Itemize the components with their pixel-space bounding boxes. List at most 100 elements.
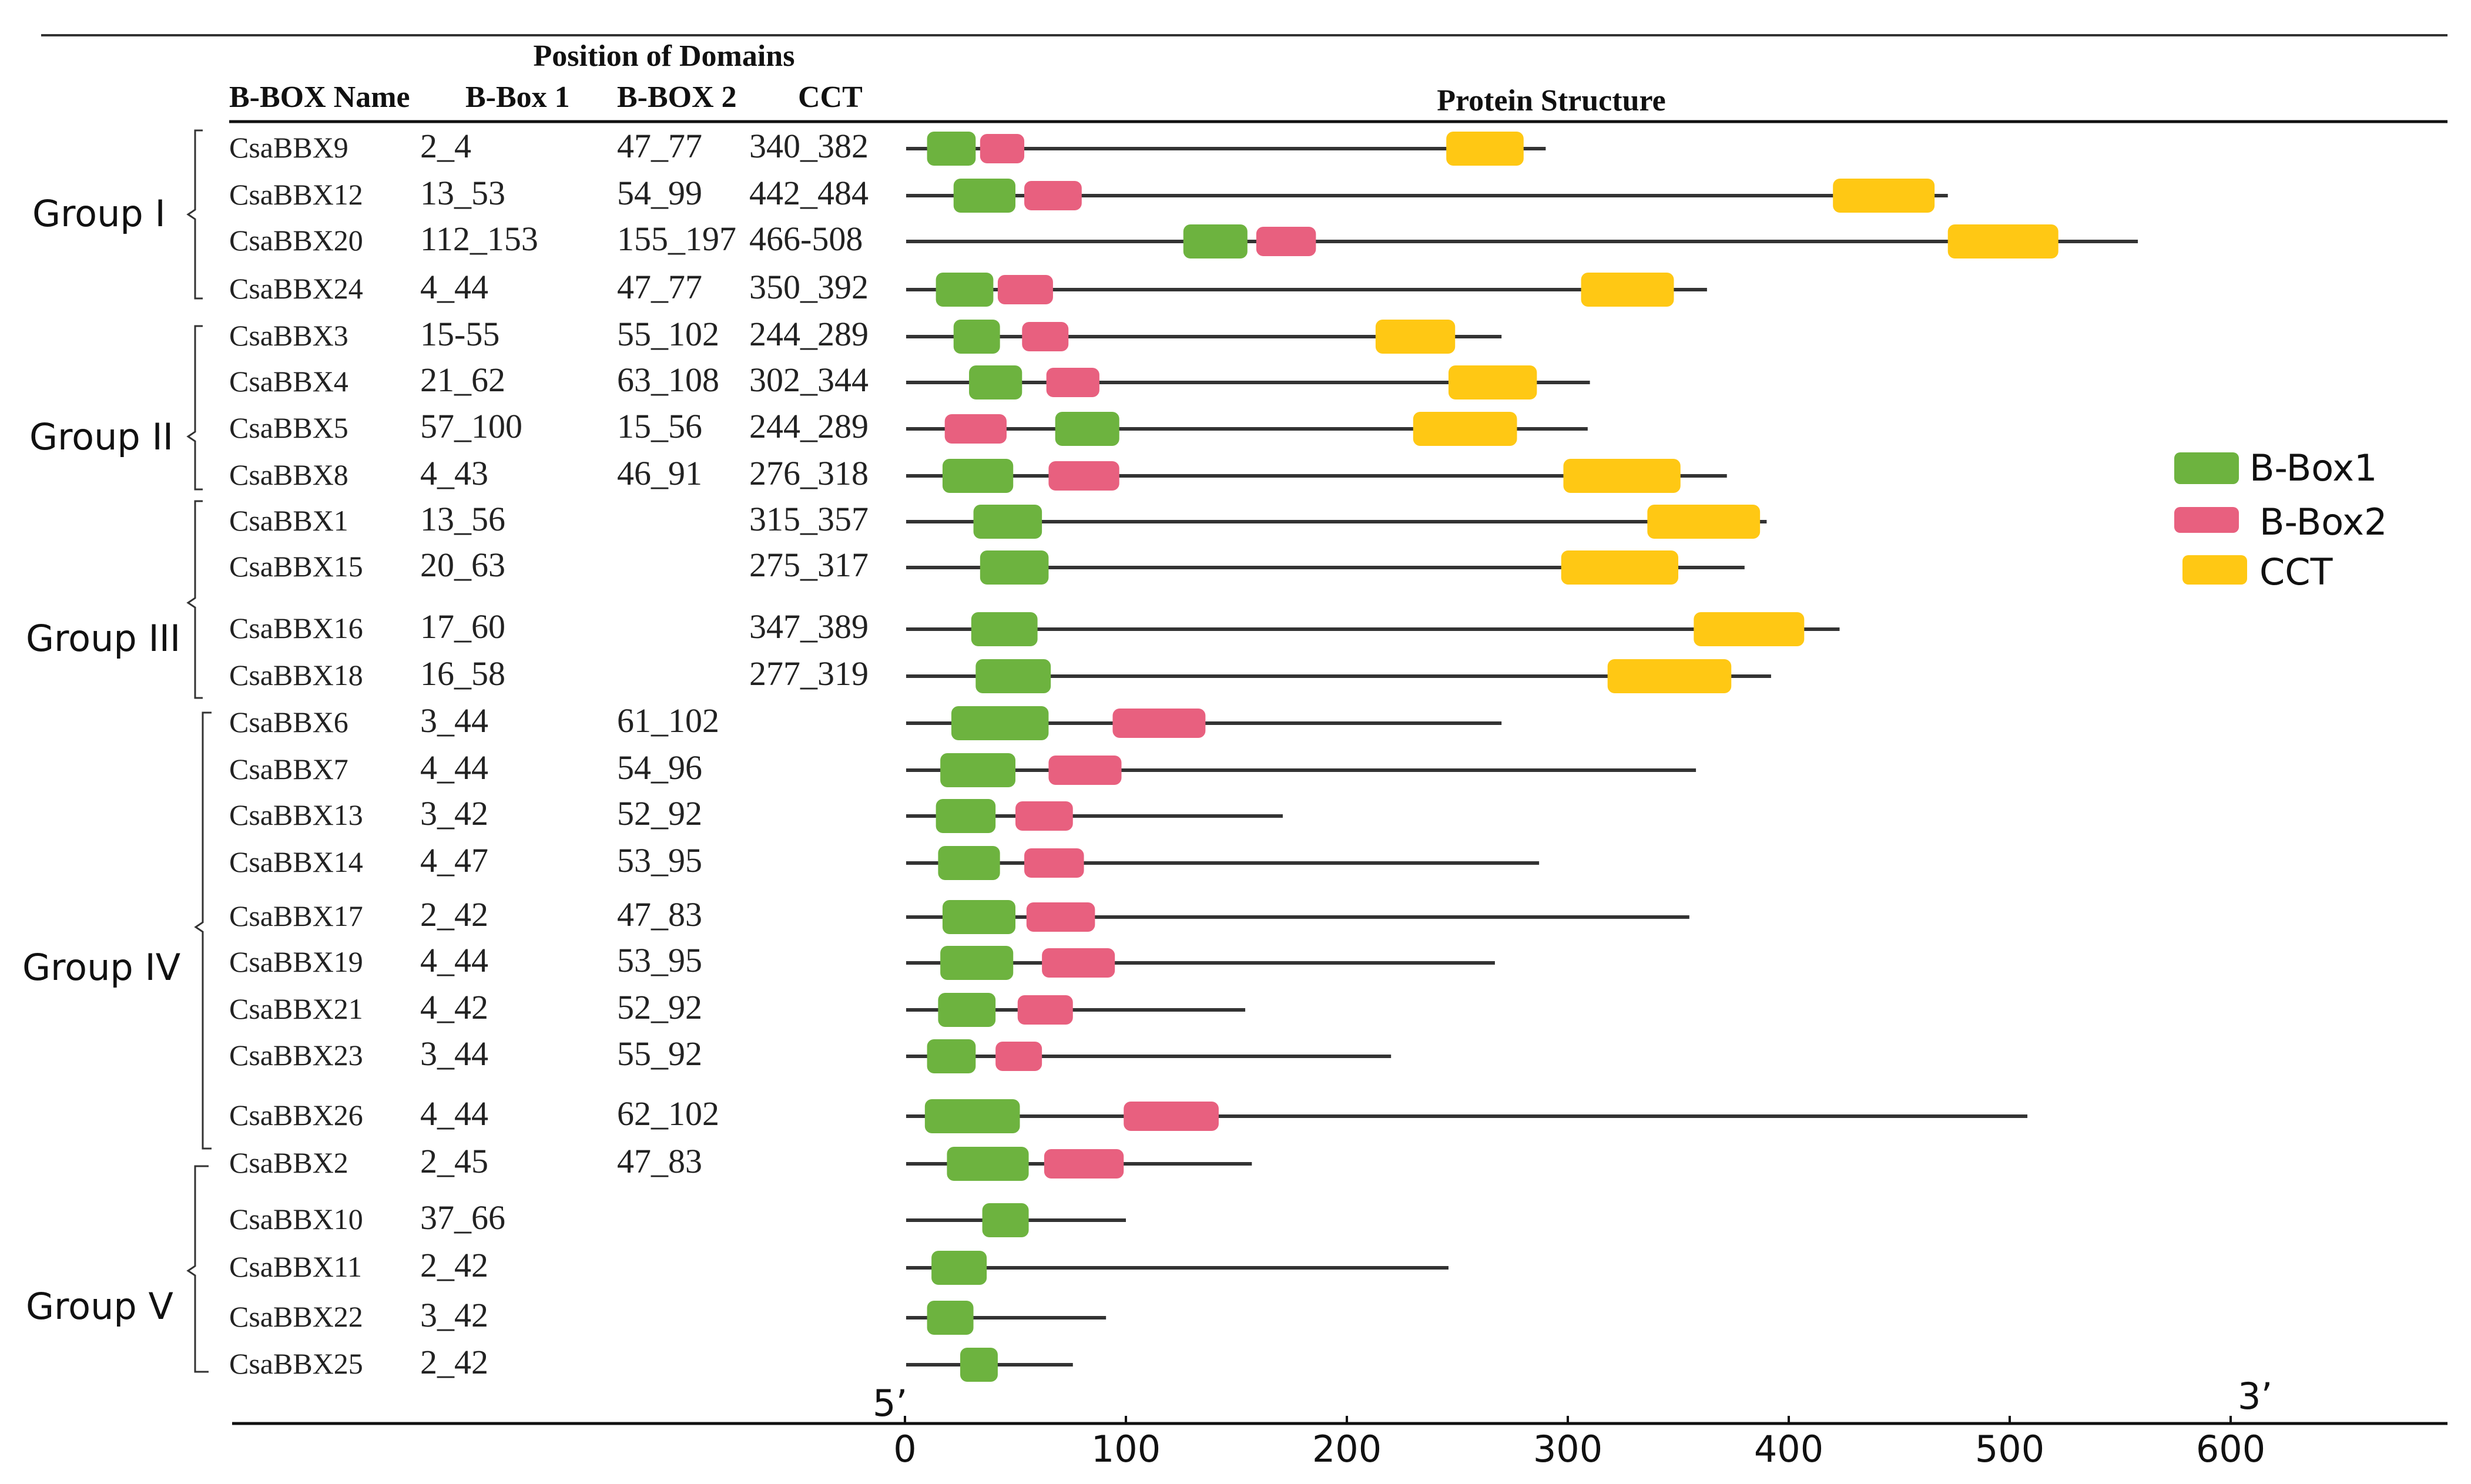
protein-row: CsaBBX8 4_43 46_91 276_318 [229, 454, 1727, 493]
group-label-3: Group III [26, 617, 180, 660]
bbox2-position: 155_197 [617, 220, 736, 258]
bbox1-position: 16_58 [420, 654, 505, 693]
cct-domain [1647, 505, 1761, 539]
bbox2-domain [1044, 1149, 1124, 1179]
protein-name: CsaBBX1 [229, 504, 348, 537]
protein-name: CsaBBX3 [229, 319, 348, 352]
cct-position: 315_357 [749, 500, 869, 538]
bbox2-position: 55_92 [617, 1035, 702, 1073]
bbox2-domain [995, 1042, 1042, 1071]
cct-position: 244_289 [749, 407, 869, 445]
bbox2-position: 47_77 [617, 268, 702, 306]
bbox2-domain [1015, 801, 1073, 831]
protein-name: CsaBBX2 [229, 1146, 348, 1179]
bbox1-position: 4_44 [420, 748, 488, 787]
bbox1-domain [927, 1039, 976, 1073]
cct-position: 347_389 [749, 607, 869, 646]
bbox1-position: 37_66 [420, 1198, 505, 1237]
bbox1-domain [953, 179, 1015, 213]
protein-name: CsaBBX26 [229, 1099, 363, 1132]
protein-name: CsaBBX5 [229, 411, 348, 444]
x-axis-ticks: 0 100 200 300 400 500 600 [893, 1416, 2265, 1470]
legend-swatch-cct [2182, 555, 2247, 585]
legend-label-bbox2: B-Box2 [2259, 501, 2387, 543]
protein-row: CsaBBX12 13_53 54_99 442_484 [229, 174, 1948, 213]
cct-position: 340_382 [749, 127, 869, 165]
bbox2-domain [1048, 756, 1122, 785]
bbox1-domain [953, 320, 1000, 354]
bbox1-position: 3_42 [420, 1296, 488, 1334]
bbox1-position: 4_44 [420, 941, 488, 979]
bbox2-domain [1042, 948, 1115, 978]
group-label-1: Group I [32, 192, 166, 235]
bbox1-domain [947, 1147, 1029, 1181]
bbox2-position: 47_83 [617, 895, 702, 934]
protein-name: CsaBBX12 [229, 178, 363, 211]
protein-row: CsaBBX18 16_58 277_319 [229, 654, 1771, 693]
protein-name: CsaBBX6 [229, 706, 348, 738]
protein-name: CsaBBX20 [229, 224, 363, 257]
bbox1-position: 3_44 [420, 701, 488, 740]
bbox1-domain [927, 1301, 974, 1335]
bbox2-domain [1022, 322, 1069, 351]
cct-domain [1694, 612, 1805, 646]
protein-row: CsaBBX25 2_42 [229, 1343, 1073, 1382]
bbox2-domain [980, 134, 1025, 163]
bbox1-position: 2_42 [420, 1246, 488, 1284]
cct-position: 277_319 [749, 654, 869, 693]
bbox1-domain [980, 550, 1049, 585]
cct-domain [1947, 224, 2058, 258]
protein-name: CsaBBX9 [229, 131, 348, 164]
cct-domain [1833, 179, 1935, 213]
protein-structure-header: Protein Structure [1437, 84, 1665, 117]
protein-name: CsaBBX13 [229, 798, 363, 831]
col-bbox1-header: B-Box 1 [465, 80, 570, 114]
bbox1-position: 20_63 [420, 546, 505, 584]
group-label-4: Group IV [22, 946, 180, 989]
cct-position: 350_392 [749, 268, 869, 306]
bbox2-position: 61_102 [617, 701, 719, 740]
protein-name: CsaBBX24 [229, 272, 363, 305]
protein-row: CsaBBX26 4_44 62_102 [229, 1094, 2028, 1133]
bbox2-position: 52_92 [617, 794, 702, 832]
x-axis-tick-label: 600 [2196, 1428, 2265, 1470]
cct-position: 302_344 [749, 361, 869, 399]
legend-label-bbox1: B-Box1 [2249, 446, 2377, 489]
bbox1-position: 13_56 [420, 500, 505, 538]
protein-row: CsaBBX22 3_42 [229, 1296, 1107, 1335]
bbox2-domain [1024, 848, 1084, 878]
protein-row: CsaBBX19 4_44 53_95 [229, 941, 1495, 980]
bbox1-position: 2_42 [420, 895, 488, 934]
protein-rows: CsaBBX9 2_4 47_77 340_382 CsaBBX12 13_53 54_99… [229, 127, 2138, 1382]
protein-name: CsaBBX16 [229, 612, 363, 644]
cct-domain [1581, 273, 1674, 307]
bbox2-position: 54_96 [617, 748, 702, 787]
protein-name: CsaBBX14 [229, 845, 363, 878]
protein-name: CsaBBX11 [229, 1250, 362, 1283]
position-of-domains-header: Position of Domains [534, 39, 795, 73]
bbox1-domain [1055, 412, 1119, 446]
col-bbox2-header: B-BOX 2 [617, 80, 737, 114]
protein-row: CsaBBX21 4_42 52_92 [229, 988, 1246, 1027]
bbox1-position: 3_44 [420, 1035, 488, 1073]
bbox2-domain [1024, 181, 1082, 210]
bbox2-position: 15_56 [617, 407, 702, 445]
bbox2-domain [1046, 368, 1099, 397]
bbox2-position: 47_83 [617, 1142, 702, 1180]
cct-domain [1375, 320, 1456, 354]
cct-domain [1446, 132, 1524, 166]
bbox1-domain [971, 612, 1038, 646]
x-axis-tick-label: 400 [1754, 1428, 1823, 1470]
group-brackets [186, 129, 212, 1373]
bbox2-position: 55_102 [617, 315, 719, 353]
bbox2-position: 46_91 [617, 454, 702, 492]
protein-row: CsaBBX2 2_45 47_83 [229, 1142, 1252, 1181]
col-cct-header: CCT [798, 80, 863, 114]
bbox1-position: 13_53 [420, 174, 505, 212]
bbox2-position: 63_108 [617, 361, 719, 399]
bbox2-domain [1112, 709, 1206, 738]
protein-row: CsaBBX5 57_100 15_56 244_289 [229, 407, 1588, 446]
bbox1-position: 4_42 [420, 988, 488, 1026]
bbox1-domain [931, 1251, 987, 1285]
